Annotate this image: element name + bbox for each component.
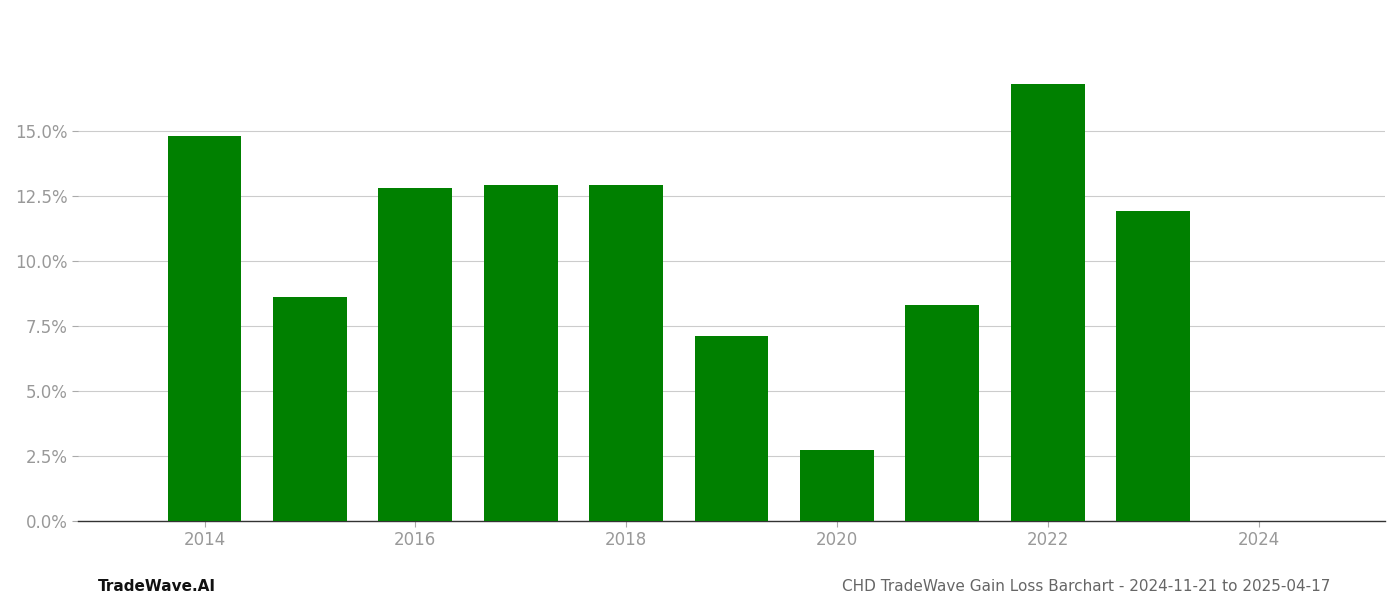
Text: TradeWave.AI: TradeWave.AI: [98, 579, 216, 594]
Bar: [273, 297, 347, 521]
Bar: [799, 451, 874, 521]
Bar: [694, 336, 769, 521]
Bar: [589, 185, 664, 521]
Text: CHD TradeWave Gain Loss Barchart - 2024-11-21 to 2025-04-17: CHD TradeWave Gain Loss Barchart - 2024-…: [841, 579, 1330, 594]
Bar: [906, 305, 979, 521]
Bar: [378, 188, 452, 521]
Bar: [484, 185, 557, 521]
Bar: [1011, 84, 1085, 521]
Bar: [168, 136, 241, 521]
Bar: [1116, 211, 1190, 521]
